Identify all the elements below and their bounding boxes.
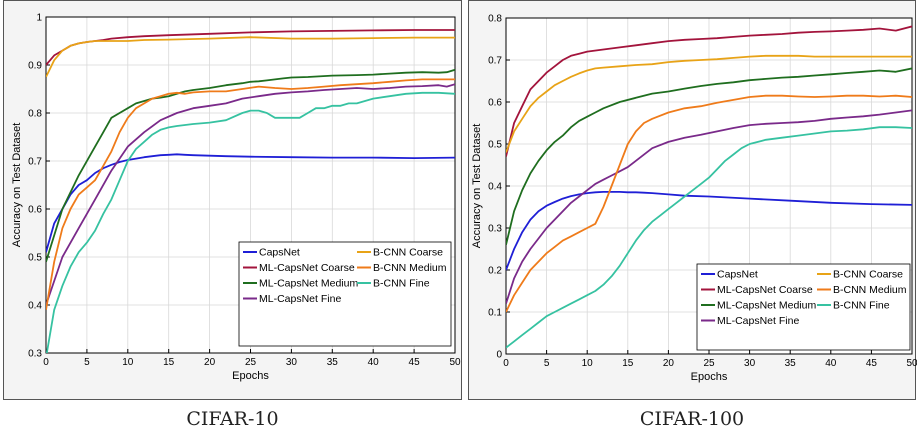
legend-label-b-cnn-coarse: B-CNN Coarse xyxy=(373,247,443,259)
legend-label-capsnet: CapsNet xyxy=(717,269,758,281)
x-tick-label: 40 xyxy=(825,358,837,369)
x-tick-label: 10 xyxy=(582,358,594,369)
legend-label-b-cnn-fine: B-CNN Fine xyxy=(833,300,890,312)
chart-panel-cifar10: 0 5 10 15 20 25 30 35 40 45 50 0.3 0.4 0.5 0.6 0.7 0.8 0.… xyxy=(3,0,462,400)
x-tick-label: 35 xyxy=(327,357,339,368)
y-tick-label: 0.5 xyxy=(28,253,42,264)
y-tick-label: 0.5 xyxy=(488,140,502,151)
legend-box xyxy=(696,263,911,351)
series-line-ml-capsnet-fine xyxy=(46,83,455,306)
y-tick-label: 0.3 xyxy=(28,349,42,360)
y-tick-label: 0.2 xyxy=(488,266,502,277)
y-tick-label: 0.6 xyxy=(488,98,502,109)
series-line-ml-capsnet-fine xyxy=(506,109,912,304)
legend-label-b-cnn-medium: B-CNN Medium xyxy=(373,262,447,274)
x-tick-label: 45 xyxy=(866,358,878,369)
x-tick-label: 15 xyxy=(163,357,175,368)
x-tick-label: 0 xyxy=(503,358,509,369)
series-line-capsnet xyxy=(46,153,455,253)
legend-label-ml-capsnet-coarse: ML-CapsNet Coarse xyxy=(717,284,813,296)
plot-frame xyxy=(505,17,913,355)
y-tick-label: 0.7 xyxy=(488,56,502,67)
series-line-b-cnn-coarse xyxy=(506,54,912,153)
x-tick-label: 5 xyxy=(84,357,90,368)
legend-label-b-cnn-medium: B-CNN Medium xyxy=(833,284,907,296)
y-tick-label: 0.1 xyxy=(488,308,502,319)
x-tick-label: 25 xyxy=(245,357,257,368)
x-tick-label: 40 xyxy=(368,357,380,368)
y-tick-label: 0.3 xyxy=(488,224,502,235)
y-tick-label: 0 xyxy=(496,350,502,361)
legend-label-capsnet: CapsNet xyxy=(259,247,300,259)
y-axis-label: Accuracy on Test Dataset xyxy=(11,123,23,248)
x-axis-label: Epochs xyxy=(232,370,269,382)
legend-label-ml-capsnet-coarse: ML-CapsNet Coarse xyxy=(259,262,355,274)
x-tick-label: 30 xyxy=(744,358,756,369)
series-line-b-cnn-fine xyxy=(506,126,912,349)
plot-frame xyxy=(45,16,456,354)
caption-cifar100: CIFAR-100 xyxy=(639,408,745,430)
x-axis-label: Epochs xyxy=(691,371,728,383)
y-tick-label: 0.8 xyxy=(488,14,502,25)
legend-label-ml-capsnet-fine: ML-CapsNet Fine xyxy=(259,293,341,305)
line-chart-cifar100: 0 5 10 15 20 25 30 35 40 45 50 0 0.1 0.2 0.3 0.4 0.5 0.6 0… xyxy=(471,14,917,384)
y-tick-label: 0.4 xyxy=(28,301,42,312)
x-tick-label: 50 xyxy=(449,357,461,368)
x-tick-label: 35 xyxy=(785,358,797,369)
legend: CapsNet ML-CapsNet Coarse ML-CapsNet Mediu… xyxy=(238,241,452,347)
x-tick-label: 0 xyxy=(43,357,49,368)
series-line-b-cnn-fine xyxy=(46,91,455,353)
x-tick-label: 30 xyxy=(286,357,298,368)
caption-cifar10: CIFAR-10 xyxy=(186,408,279,430)
line-chart-cifar10: 0 5 10 15 20 25 30 35 40 45 50 0.3 0.4 0.5 0.6 0.7 0.8 0.… xyxy=(11,13,461,383)
x-tick-label: 45 xyxy=(409,357,421,368)
x-tick-label: 20 xyxy=(204,357,216,368)
series-line-ml-capsnet-medium xyxy=(46,68,455,263)
chart-panel-cifar100: 0 5 10 15 20 25 30 35 40 45 50 0 0.1 0.2 0.3 0.4 0.5 0.6 0… xyxy=(468,0,917,400)
series-line-ml-capsnet-medium xyxy=(506,67,912,246)
legend: CapsNet ML-CapsNet Coarse ML-CapsNet Mediu… xyxy=(696,263,911,351)
legend-box xyxy=(238,241,452,347)
y-tick-label: 0.6 xyxy=(28,205,42,216)
y-tick-label: 0.7 xyxy=(28,157,42,168)
series-line-b-cnn-coarse xyxy=(46,36,455,78)
x-tick-label: 50 xyxy=(906,358,917,369)
y-axis-label: Accuracy on Test Dataset xyxy=(471,124,483,249)
x-tick-label: 5 xyxy=(544,358,550,369)
y-tick-label: 0.9 xyxy=(28,61,42,72)
legend-label-ml-capsnet-medium: ML-CapsNet Medium xyxy=(717,300,816,312)
legend-label-ml-capsnet-fine: ML-CapsNet Fine xyxy=(717,315,799,327)
y-tick-label: 1 xyxy=(36,13,42,24)
series-line-capsnet xyxy=(506,190,912,271)
x-tick-label: 15 xyxy=(622,358,634,369)
legend-label-b-cnn-fine: B-CNN Fine xyxy=(373,278,430,290)
series-line-ml-capsnet-coarse xyxy=(506,25,912,157)
legend-label-b-cnn-coarse: B-CNN Coarse xyxy=(833,269,903,281)
x-tick-label: 20 xyxy=(663,358,675,369)
x-tick-label: 10 xyxy=(122,357,134,368)
series-line-b-cnn-medium xyxy=(506,94,912,313)
y-tick-label: 0.8 xyxy=(28,109,42,120)
y-tick-label: 0.4 xyxy=(488,182,502,193)
series-line-b-cnn-medium xyxy=(46,78,455,310)
x-tick-label: 25 xyxy=(703,358,715,369)
legend-label-ml-capsnet-medium: ML-CapsNet Medium xyxy=(259,278,358,290)
